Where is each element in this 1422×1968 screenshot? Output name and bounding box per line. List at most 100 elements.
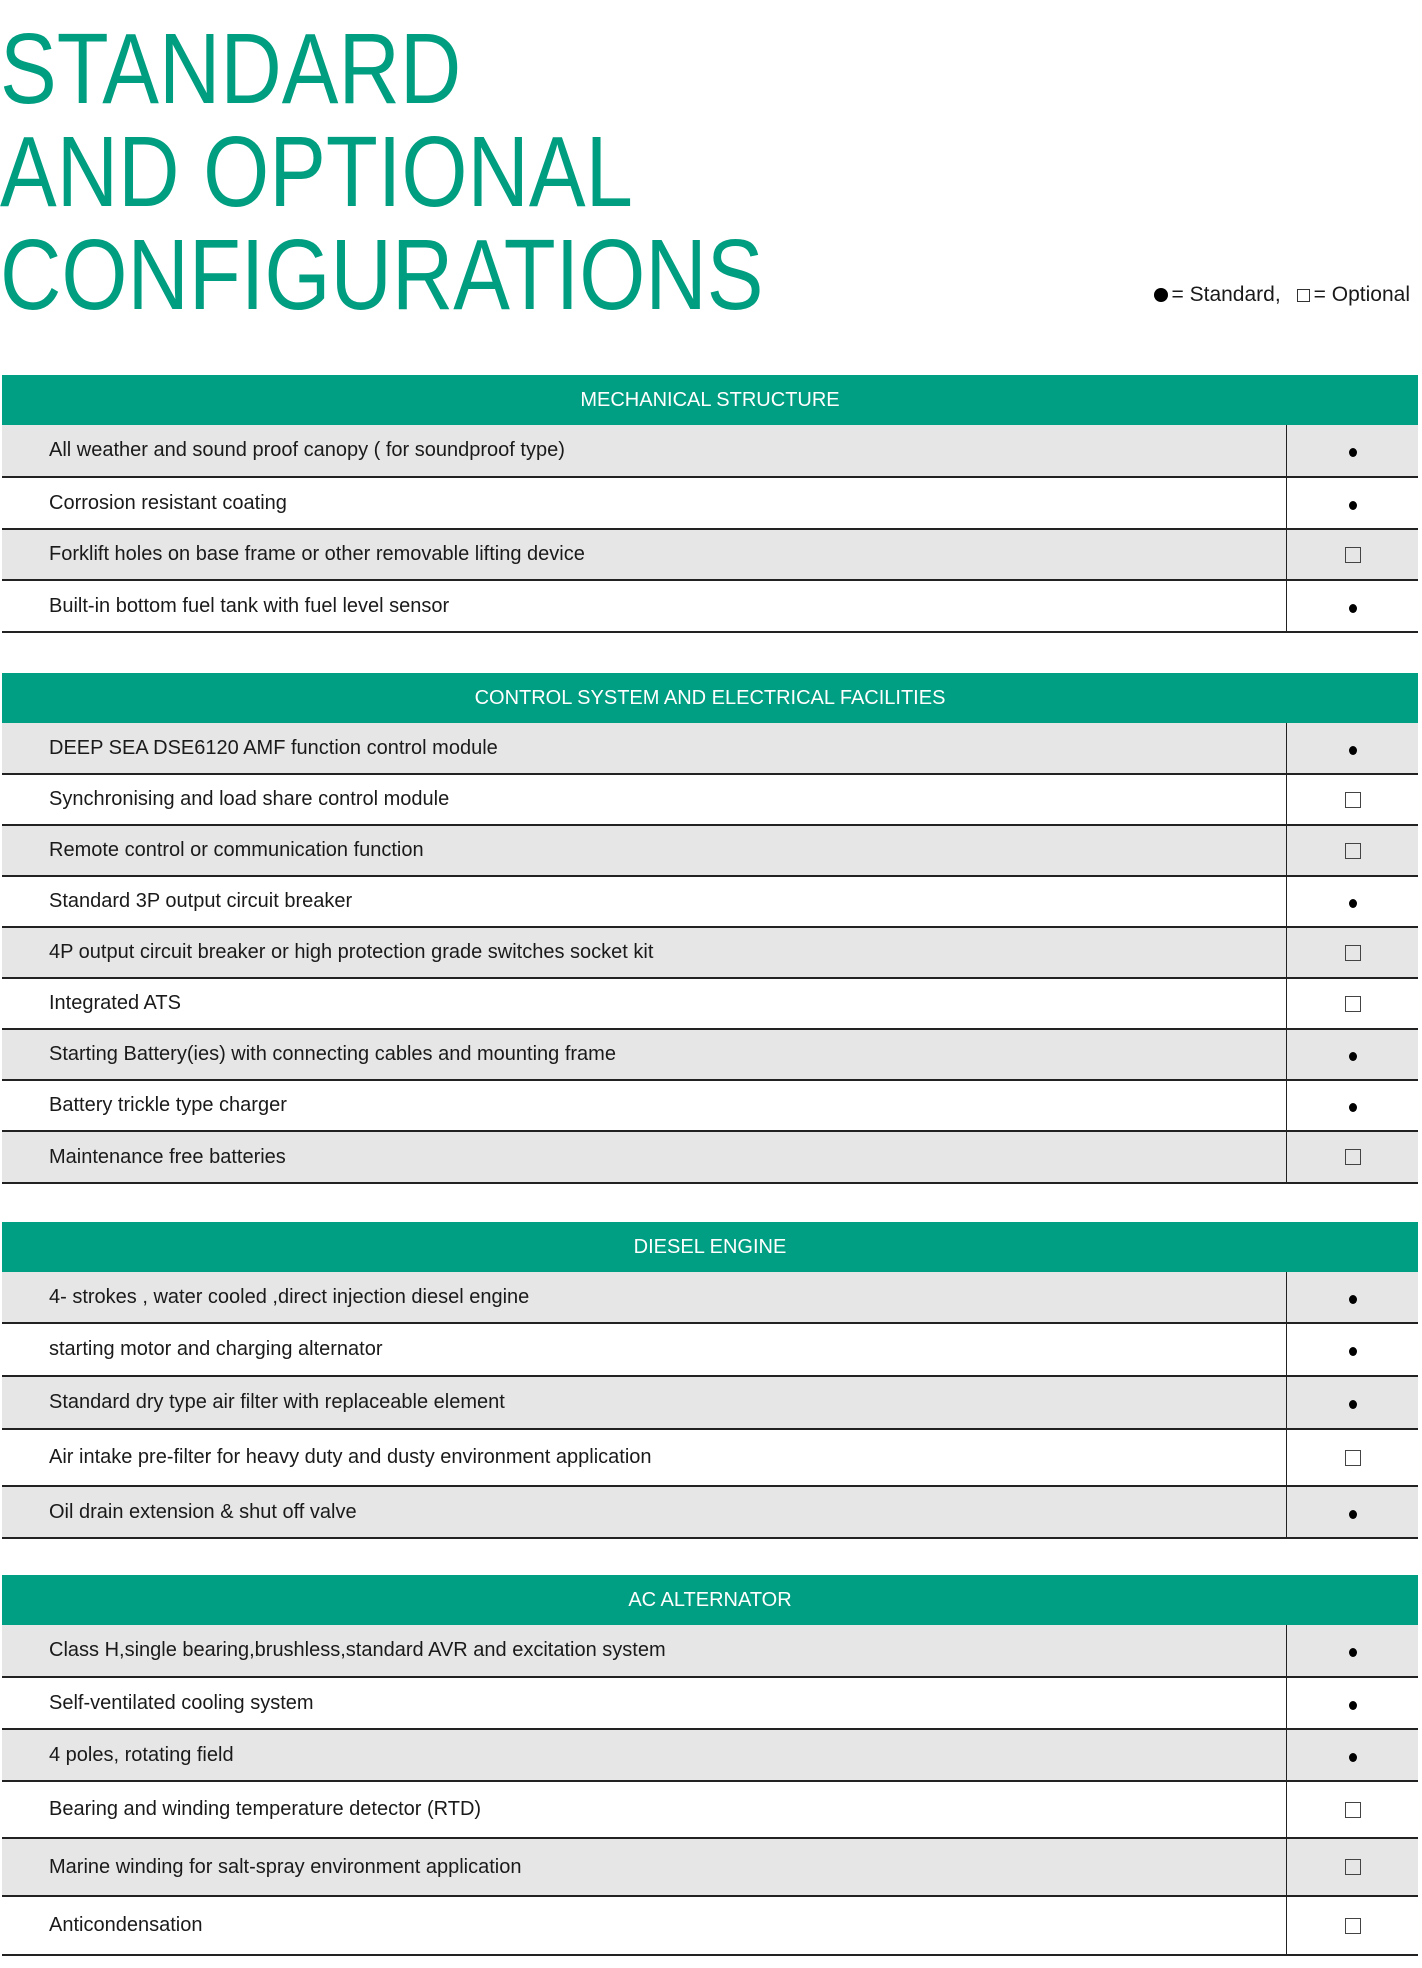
row-label: Synchronising and load share control mod…: [2, 775, 1287, 824]
optional-box-icon: [1344, 1859, 1361, 1875]
row-mark-cell: [1287, 1430, 1418, 1485]
optional-box-icon: [1344, 995, 1361, 1012]
row-mark-cell: [1287, 723, 1418, 773]
legend-standard-label: = Standard,: [1171, 283, 1281, 306]
title-line: AND OPTIONAL: [0, 116, 633, 228]
section-heading: AC ALTERNATOR: [2, 1575, 1418, 1625]
row-label: Forklift holes on base frame or other re…: [2, 530, 1287, 579]
table-row: Standard 3P output circuit breaker: [2, 877, 1418, 928]
legend-optional-label: = Optional: [1313, 283, 1410, 306]
row-mark-cell: [1287, 1324, 1418, 1375]
standard-dot-icon: [1348, 603, 1357, 613]
table-row: Anticondensation: [2, 1897, 1418, 1956]
row-label: Air intake pre-filter for heavy duty and…: [2, 1430, 1287, 1485]
standard-dot-icon: [1348, 1752, 1357, 1762]
table-row: 4- strokes , water cooled ,direct inject…: [2, 1272, 1418, 1324]
row-mark-cell: [1287, 1897, 1418, 1954]
row-label: 4- strokes , water cooled ,direct inject…: [2, 1272, 1287, 1322]
row-label: Starting Battery(ies) with connecting ca…: [2, 1030, 1287, 1079]
optional-box-icon: [1344, 842, 1361, 859]
table-row: Marine winding for salt-spray environmen…: [2, 1839, 1418, 1897]
optional-box-icon: [1344, 1149, 1361, 1165]
optional-box-icon: [1344, 944, 1361, 961]
row-label: Battery trickle type charger: [2, 1081, 1287, 1130]
optional-box-icon: [1344, 1449, 1361, 1466]
table-row: Battery trickle type charger: [2, 1081, 1418, 1132]
row-label: Bearing and winding temperature detector…: [2, 1782, 1287, 1837]
table-row: All weather and sound proof canopy ( for…: [2, 425, 1418, 478]
optional-box-icon: [1344, 1801, 1361, 1818]
standard-dot-icon: [1348, 1509, 1357, 1519]
row-mark-cell: [1287, 1678, 1418, 1728]
table-row: 4P output circuit breaker or high protec…: [2, 928, 1418, 979]
section-heading: MECHANICAL STRUCTURE: [2, 375, 1418, 425]
row-mark-cell: [1287, 425, 1418, 476]
row-mark-cell: [1287, 581, 1418, 631]
standard-dot-icon: [1348, 1700, 1357, 1710]
standard-dot-icon: [1348, 1648, 1357, 1657]
row-mark-cell: [1287, 1782, 1418, 1837]
standard-dot-icon: [1153, 288, 1168, 302]
row-label: Anticondensation: [2, 1897, 1287, 1954]
row-mark-cell: [1287, 877, 1418, 926]
standard-dot-icon: [1348, 1347, 1357, 1356]
table-row: Integrated ATS: [2, 979, 1418, 1030]
row-label: 4P output circuit breaker or high protec…: [2, 928, 1287, 977]
row-label: 4 poles, rotating field: [2, 1730, 1287, 1780]
table-row: Corrosion resistant coating: [2, 478, 1418, 530]
standard-dot-icon: [1348, 1103, 1357, 1112]
row-label: All weather and sound proof canopy ( for…: [2, 425, 1287, 476]
standard-dot-icon: [1348, 500, 1357, 510]
row-mark-cell: [1287, 1730, 1418, 1780]
row-mark-cell: [1287, 478, 1418, 528]
row-mark-cell: [1287, 826, 1418, 875]
optional-box-icon: [1344, 791, 1361, 808]
row-mark-cell: [1287, 1081, 1418, 1130]
row-mark-cell: [1287, 1487, 1418, 1537]
title-line: CONFIGURATIONS: [0, 219, 764, 331]
row-label: Integrated ATS: [2, 979, 1287, 1028]
table-row: 4 poles, rotating field: [2, 1730, 1418, 1782]
section-heading: CONTROL SYSTEM AND ELECTRICAL FACILITIES: [2, 673, 1418, 723]
table-row: Bearing and winding temperature detector…: [2, 1782, 1418, 1839]
row-label: starting motor and charging alternator: [2, 1324, 1287, 1375]
row-label: Standard 3P output circuit breaker: [2, 877, 1287, 926]
row-mark-cell: [1287, 1272, 1418, 1322]
table-row: Standard dry type air filter with replac…: [2, 1377, 1418, 1430]
row-label: Built-in bottom fuel tank with fuel leve…: [2, 581, 1287, 631]
table-row: Remote control or communication function: [2, 826, 1418, 877]
table-row: Air intake pre-filter for heavy duty and…: [2, 1430, 1418, 1487]
table-row: Built-in bottom fuel tank with fuel leve…: [2, 581, 1418, 633]
row-label: Corrosion resistant coating: [2, 478, 1287, 528]
row-label: Remote control or communication function: [2, 826, 1287, 875]
page-title: STANDARD AND OPTIONAL CONFIGURATIONS: [0, 18, 763, 327]
row-mark-cell: [1287, 775, 1418, 824]
config-section: MECHANICAL STRUCTURE All weather and soun…: [2, 375, 1418, 633]
table-row: Class H,single bearing,brushless,standar…: [2, 1625, 1418, 1678]
table-row: Starting Battery(ies) with connecting ca…: [2, 1030, 1418, 1081]
row-label: Class H,single bearing,brushless,standar…: [2, 1625, 1287, 1676]
table-row: Oil drain extension & shut off valve: [2, 1487, 1418, 1539]
row-label: Maintenance free batteries: [2, 1132, 1287, 1182]
standard-dot-icon: [1348, 448, 1357, 457]
standard-dot-icon: [1348, 1400, 1357, 1409]
config-section: DIESEL ENGINE 4- strokes , water cooled ,…: [2, 1222, 1418, 1539]
standard-dot-icon: [1348, 899, 1357, 908]
optional-box-icon: [1344, 1917, 1361, 1934]
row-label: DEEP SEA DSE6120 AMF function control mo…: [2, 723, 1287, 773]
standard-dot-icon: [1348, 745, 1357, 755]
standard-dot-icon: [1348, 1052, 1357, 1061]
row-mark-cell: [1287, 928, 1418, 977]
title-line: STANDARD: [0, 13, 462, 125]
row-label: Marine winding for salt-spray environmen…: [2, 1839, 1287, 1895]
row-mark-cell: [1287, 1377, 1418, 1428]
row-mark-cell: [1287, 1839, 1418, 1895]
table-row: DEEP SEA DSE6120 AMF function control mo…: [2, 723, 1418, 775]
row-label: Self-ventilated cooling system: [2, 1678, 1287, 1728]
row-label: Standard dry type air filter with replac…: [2, 1377, 1287, 1428]
legend: = Standard, = Optional: [1153, 283, 1410, 307]
table-row: Maintenance free batteries: [2, 1132, 1418, 1184]
row-mark-cell: [1287, 979, 1418, 1028]
optional-box-icon: [1296, 288, 1310, 302]
section-heading: DIESEL ENGINE: [2, 1222, 1418, 1272]
